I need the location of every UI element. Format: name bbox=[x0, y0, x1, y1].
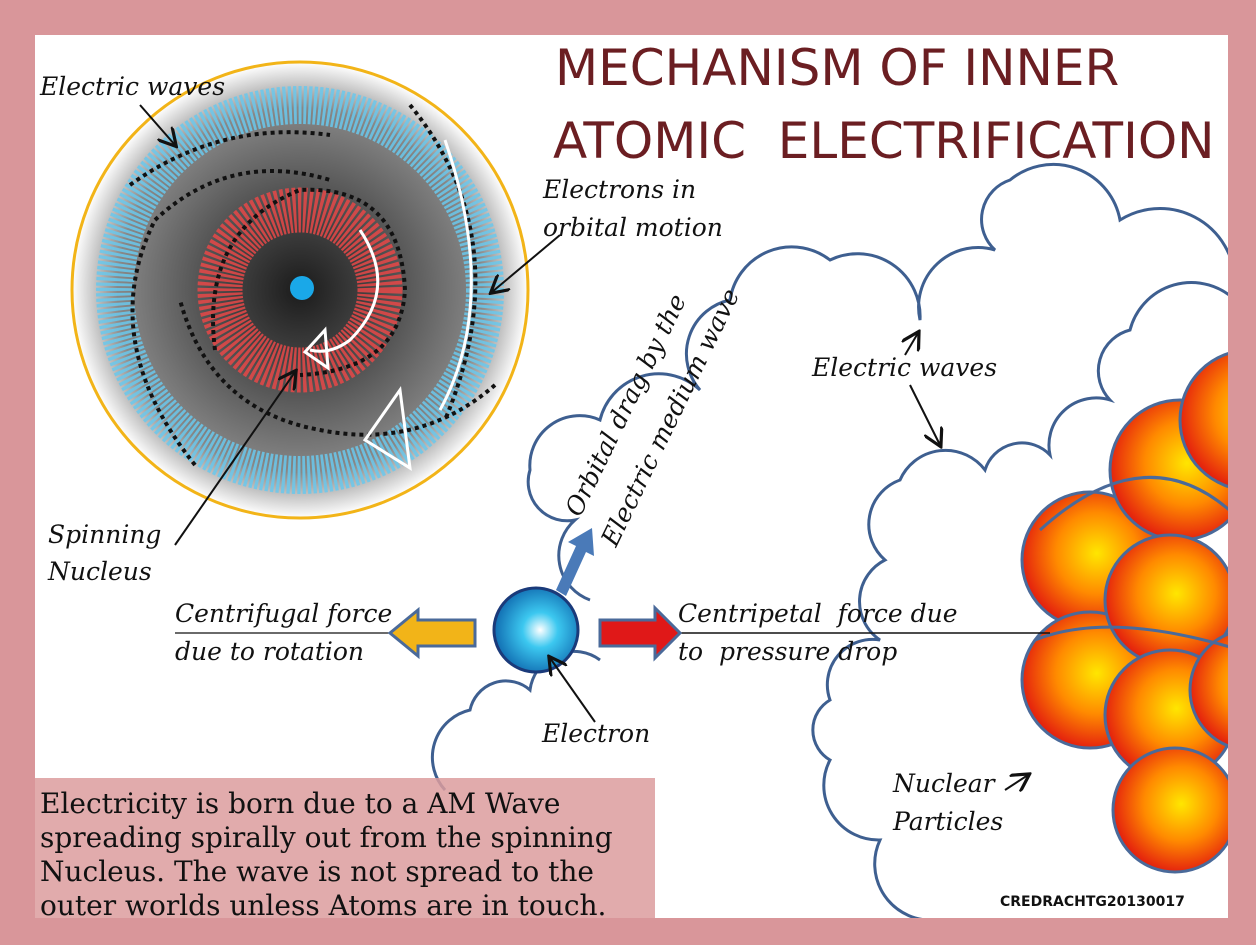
note-line: Nucleus. The wave is not spread to the bbox=[40, 855, 594, 888]
label: Electric waves bbox=[811, 353, 997, 382]
nucleus bbox=[290, 276, 314, 300]
label: Electron bbox=[541, 719, 650, 748]
note-line: spreading spirally out from the spinning bbox=[40, 821, 613, 854]
label: Centripetal force due bbox=[678, 599, 958, 628]
label: due to rotation bbox=[175, 637, 364, 666]
title: MECHANISM OF INNER bbox=[555, 39, 1119, 97]
label: Spinning bbox=[48, 520, 161, 549]
note-line: Electricity is born due to a AM Wave bbox=[40, 787, 560, 820]
note-line: outer worlds unless Atoms are in touch. bbox=[40, 889, 606, 922]
label: Electric waves bbox=[39, 72, 225, 101]
label: orbital motion bbox=[543, 213, 723, 242]
label: Nucleus bbox=[47, 557, 152, 586]
label: Electrons in bbox=[542, 175, 696, 204]
label: Nuclear bbox=[892, 769, 997, 798]
diagram: MECHANISM OF INNER ATOMIC ELECTRIFICATIO… bbox=[0, 0, 1256, 945]
title: ATOMIC ELECTRIFICATION bbox=[553, 112, 1215, 170]
label: Centrifugal force bbox=[175, 599, 392, 628]
label: to pressure drop bbox=[678, 637, 897, 666]
electron bbox=[494, 588, 578, 672]
label: Particles bbox=[892, 807, 1003, 836]
credit: CREDRACHTG20130017 bbox=[1000, 894, 1185, 910]
